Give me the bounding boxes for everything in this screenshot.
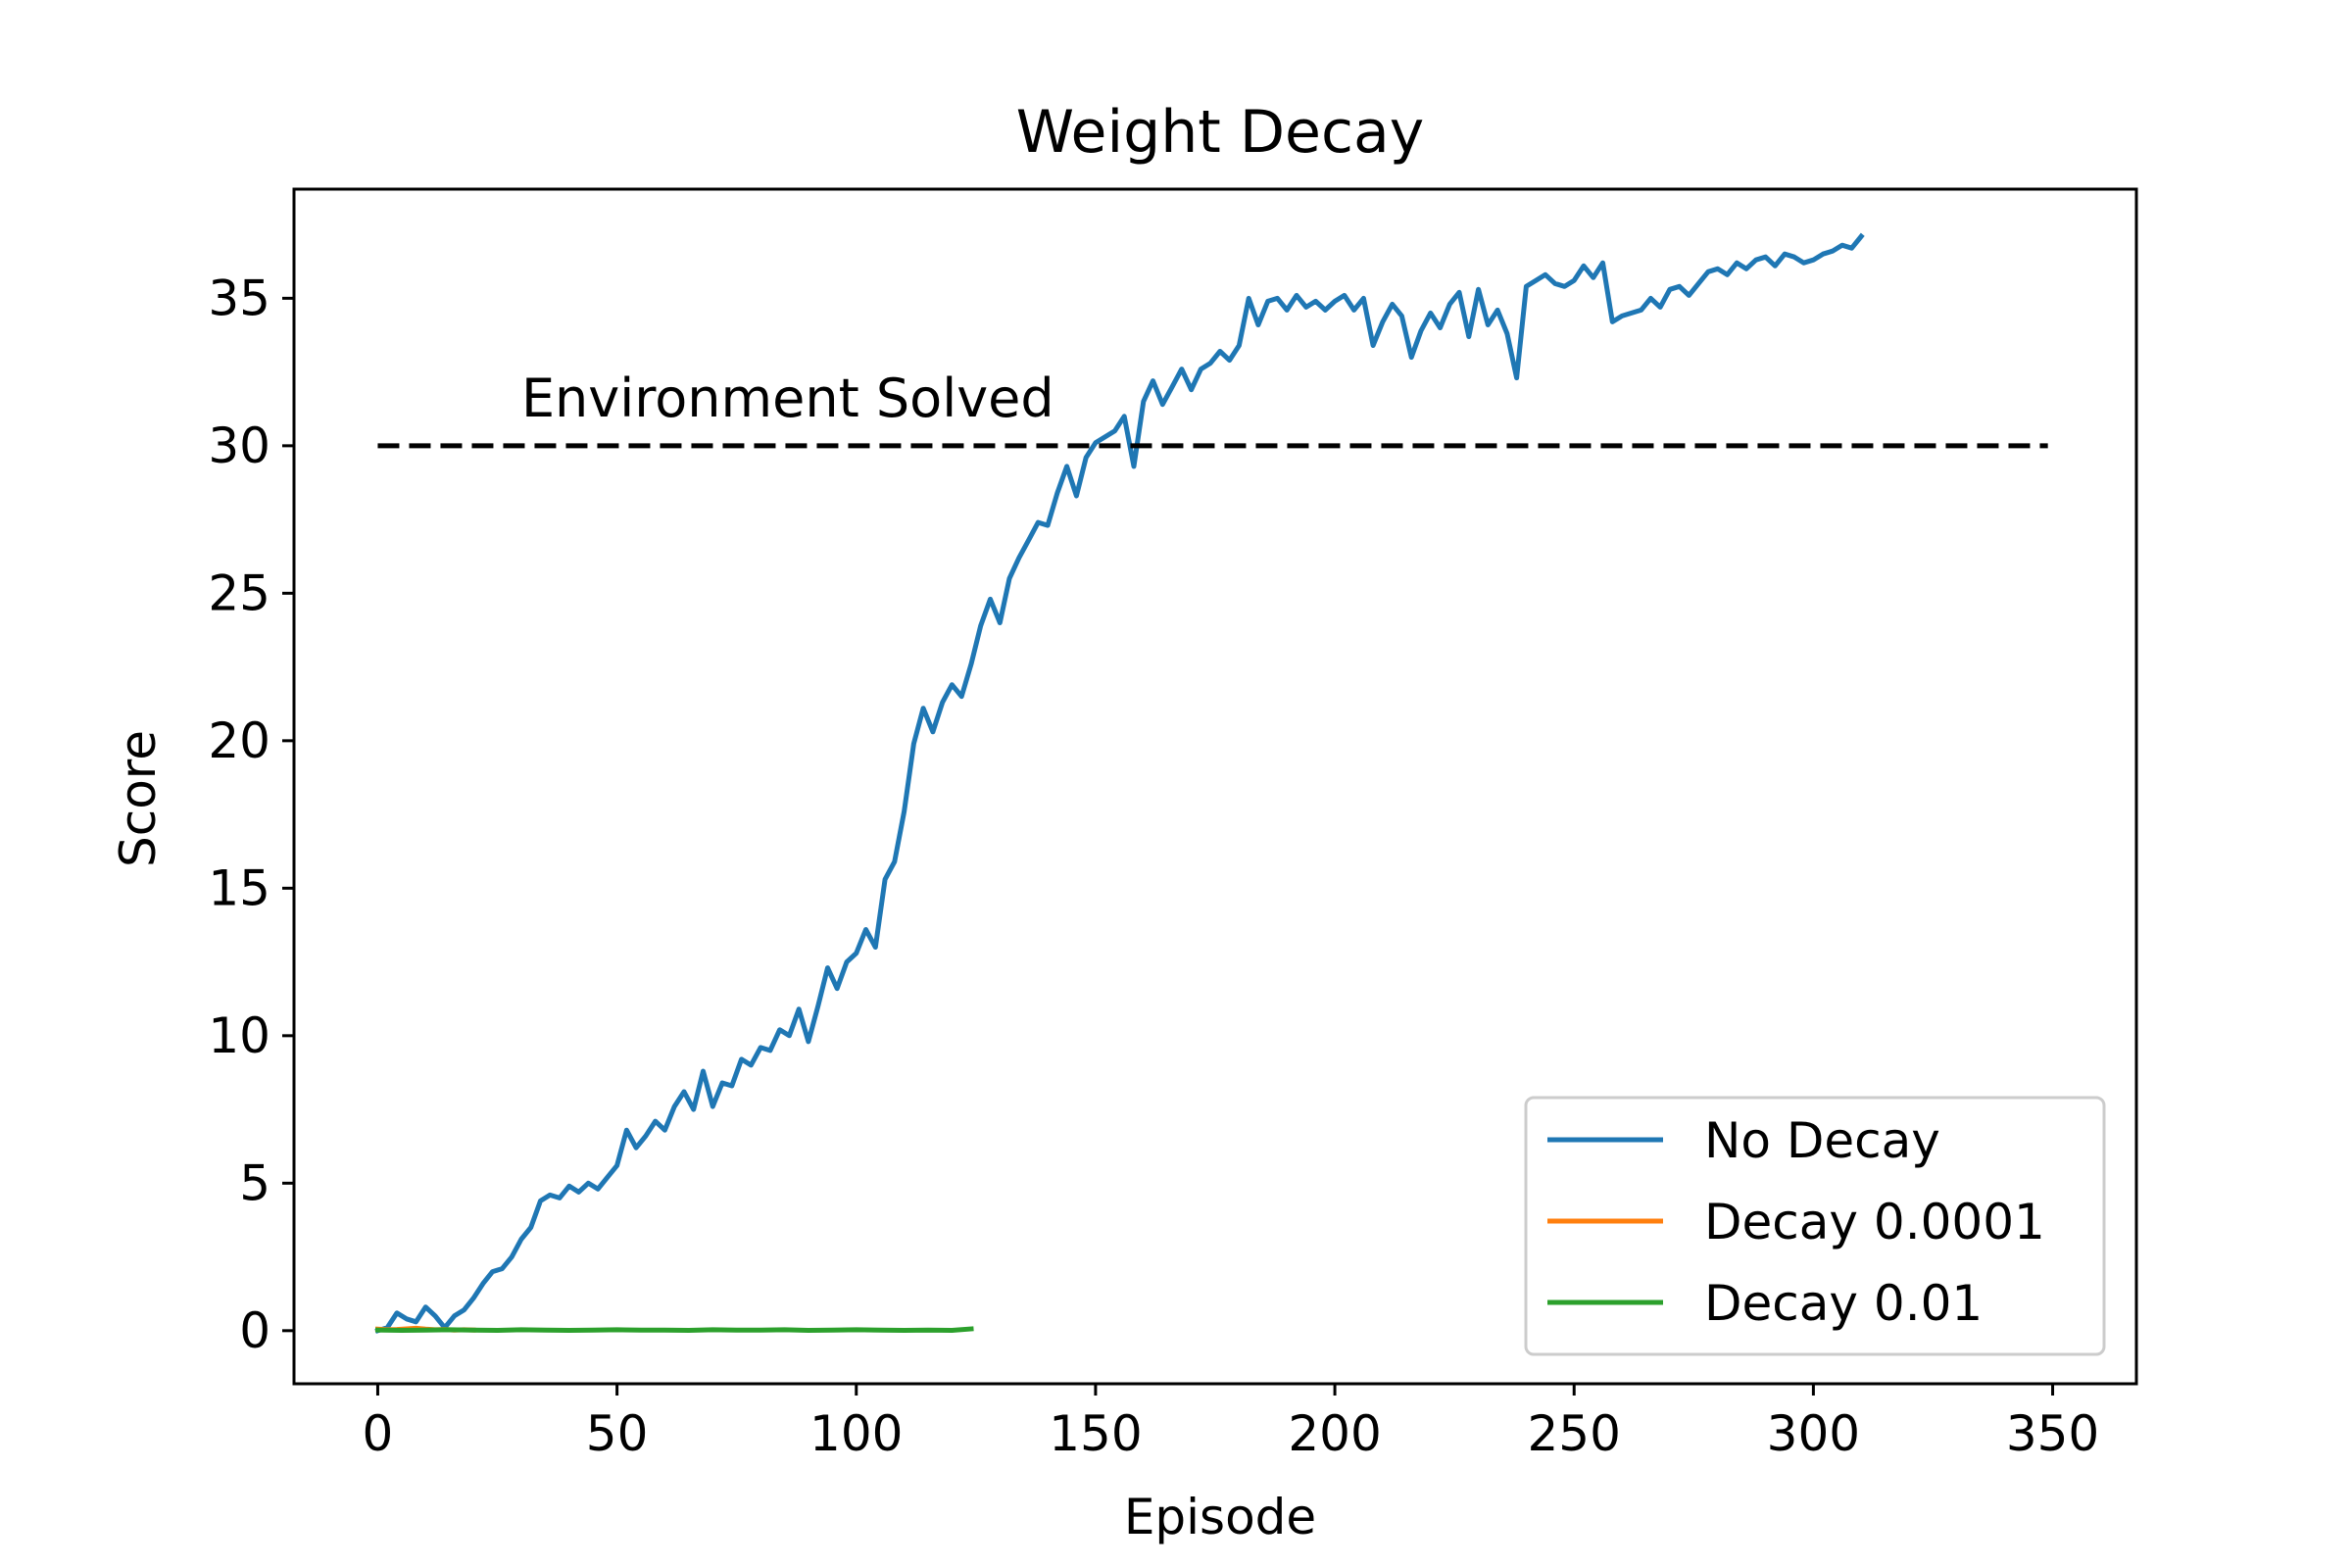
- legend-label: No Decay: [1704, 1112, 1940, 1169]
- plot-frame: [292, 187, 2138, 1386]
- y-tick-label: 35: [208, 270, 270, 326]
- y-tick-label: 20: [208, 712, 270, 769]
- legend-frame: [1524, 1096, 2106, 1356]
- series-line-decay-0-01: [374, 1326, 974, 1333]
- reference-line-annotation: Environment Solved: [521, 368, 1054, 429]
- x-tick-label: 50: [586, 1405, 649, 1462]
- chart-title: Weight Decay: [1016, 98, 1424, 167]
- y-axis-label: Score: [110, 730, 167, 867]
- x-tick-label: 350: [2006, 1405, 2099, 1462]
- x-axis-label: Episode: [1124, 1489, 1316, 1545]
- series-line-no-decay: [374, 232, 1865, 1334]
- x-tick-label: 200: [1288, 1405, 1381, 1462]
- x-tick-label: 300: [1767, 1405, 1860, 1462]
- y-tick-label: 0: [239, 1302, 270, 1359]
- legend-label: Decay 0.0001: [1704, 1194, 2045, 1250]
- x-tick-label: 250: [1528, 1405, 1621, 1462]
- y-tick-label: 5: [239, 1154, 270, 1211]
- x-tick-label: 150: [1049, 1405, 1142, 1462]
- legend: No Decay Decay 0.0001 Decay 0.01: [1524, 1096, 2106, 1356]
- y-tick-label: 15: [208, 859, 270, 916]
- legend-label: Decay 0.01: [1704, 1275, 1983, 1332]
- plot-area: Environment Solved 0 50 100 150 200 250 300 350 0…: [208, 187, 2138, 1462]
- y-tick-label: 25: [208, 564, 270, 621]
- y-tick-label: 30: [208, 417, 270, 474]
- x-tick-label: 100: [809, 1405, 903, 1462]
- y-tick-label: 10: [208, 1007, 270, 1064]
- x-tick-label: 0: [363, 1405, 394, 1462]
